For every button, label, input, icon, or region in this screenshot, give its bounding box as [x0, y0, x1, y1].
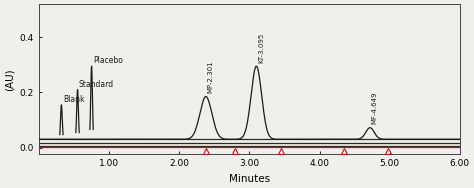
Text: MF-4.649: MF-4.649: [372, 92, 378, 124]
Text: Standard: Standard: [79, 80, 114, 89]
Text: Placebo: Placebo: [93, 56, 123, 65]
Y-axis label: (AU): (AU): [4, 68, 14, 91]
X-axis label: Minutes: Minutes: [229, 174, 270, 184]
Text: MP-2.301: MP-2.301: [208, 61, 214, 93]
Text: Blank: Blank: [63, 95, 84, 104]
Text: KT-3.095: KT-3.095: [258, 33, 264, 63]
